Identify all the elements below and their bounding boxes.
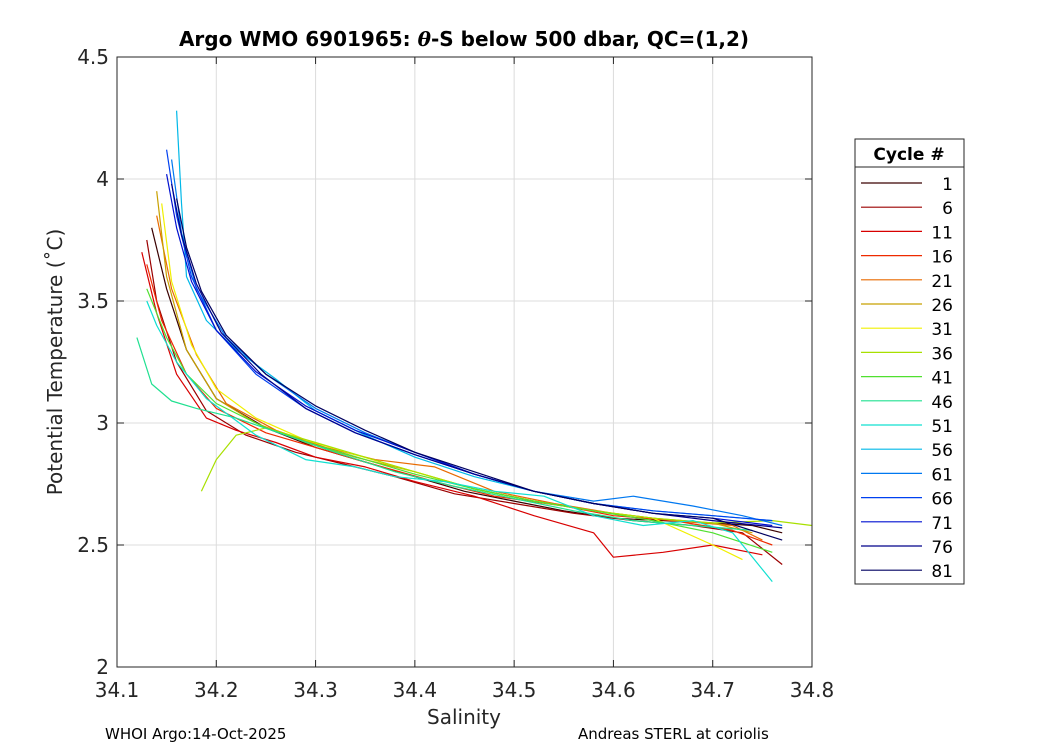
chart-title-theta: θ: [418, 27, 432, 51]
x-tick-label: 34.2: [194, 678, 239, 702]
x-tick-label: 34.8: [790, 678, 835, 702]
chart-title-part-1: Argo WMO 6901965:: [179, 27, 418, 51]
x-tick-label: 34.4: [393, 678, 438, 702]
legend-title: Cycle #: [873, 145, 944, 165]
series-line-cycle-51: [146, 300, 773, 582]
chart-title: Argo WMO 6901965: θ-S below 500 dbar, QC…: [179, 27, 749, 51]
series-line-cycle-41: [146, 288, 773, 553]
axis-ticks: 34.1 34.2 34.3 34.4 34.5 34.6 34.7 34.8 2 2.5 3 3.5…: [77, 45, 834, 702]
x-tick-label: 34.5: [492, 678, 537, 702]
series-line-cycle-36: [200, 427, 813, 527]
y-tick-label: 2.5: [77, 533, 109, 557]
y-tick-label: 4.5: [77, 45, 109, 69]
y-tick-label: 3: [96, 411, 109, 435]
x-tick-label: 34.6: [591, 678, 636, 702]
legend-label: 26: [931, 296, 953, 316]
footer-source: WHOI Argo:14-Oct-2025: [105, 725, 287, 743]
x-axis-label: Salinity: [427, 705, 501, 729]
legend-label: 51: [931, 417, 953, 437]
plot-frame: [116, 56, 813, 668]
legend-label: 76: [931, 538, 953, 558]
legend-label: 16: [931, 248, 953, 268]
y-axis-label: Potential Temperature (˚C): [43, 229, 67, 496]
chart-title-part-2: -S below 500 dbar, QC=(1,2): [431, 27, 749, 51]
legend-label: 81: [931, 562, 953, 582]
y-tick-label: 2: [96, 655, 109, 679]
legend-label: 61: [931, 465, 953, 485]
series-line-cycle-81: [176, 198, 783, 541]
footer-author: Andreas STERL at coriolis: [578, 725, 769, 743]
plot-area: [117, 57, 812, 667]
series-line-cycle-46: [136, 337, 753, 531]
legend-label: 1: [942, 175, 953, 195]
series-lines: [136, 110, 813, 582]
legend-label: 6: [942, 199, 953, 219]
legend-label: 41: [931, 369, 953, 389]
y-tick-label: 4: [96, 167, 109, 191]
series-line-cycle-11: [141, 252, 763, 558]
x-tick-label: 34.3: [293, 678, 338, 702]
legend-label: 11: [931, 223, 953, 243]
legend-label: 46: [931, 393, 953, 413]
legend-label: 56: [931, 441, 953, 461]
legend-label: 31: [931, 320, 953, 340]
x-tick-label: 34.1: [95, 678, 140, 702]
x-tick-label: 34.7: [690, 678, 735, 702]
legend-label: 36: [931, 344, 953, 364]
legend-label: 71: [931, 514, 953, 534]
y-tick-label: 3.5: [77, 289, 109, 313]
legend-label: 66: [931, 490, 953, 510]
legend-label: 21: [931, 272, 953, 292]
legend-box: [854, 138, 965, 585]
